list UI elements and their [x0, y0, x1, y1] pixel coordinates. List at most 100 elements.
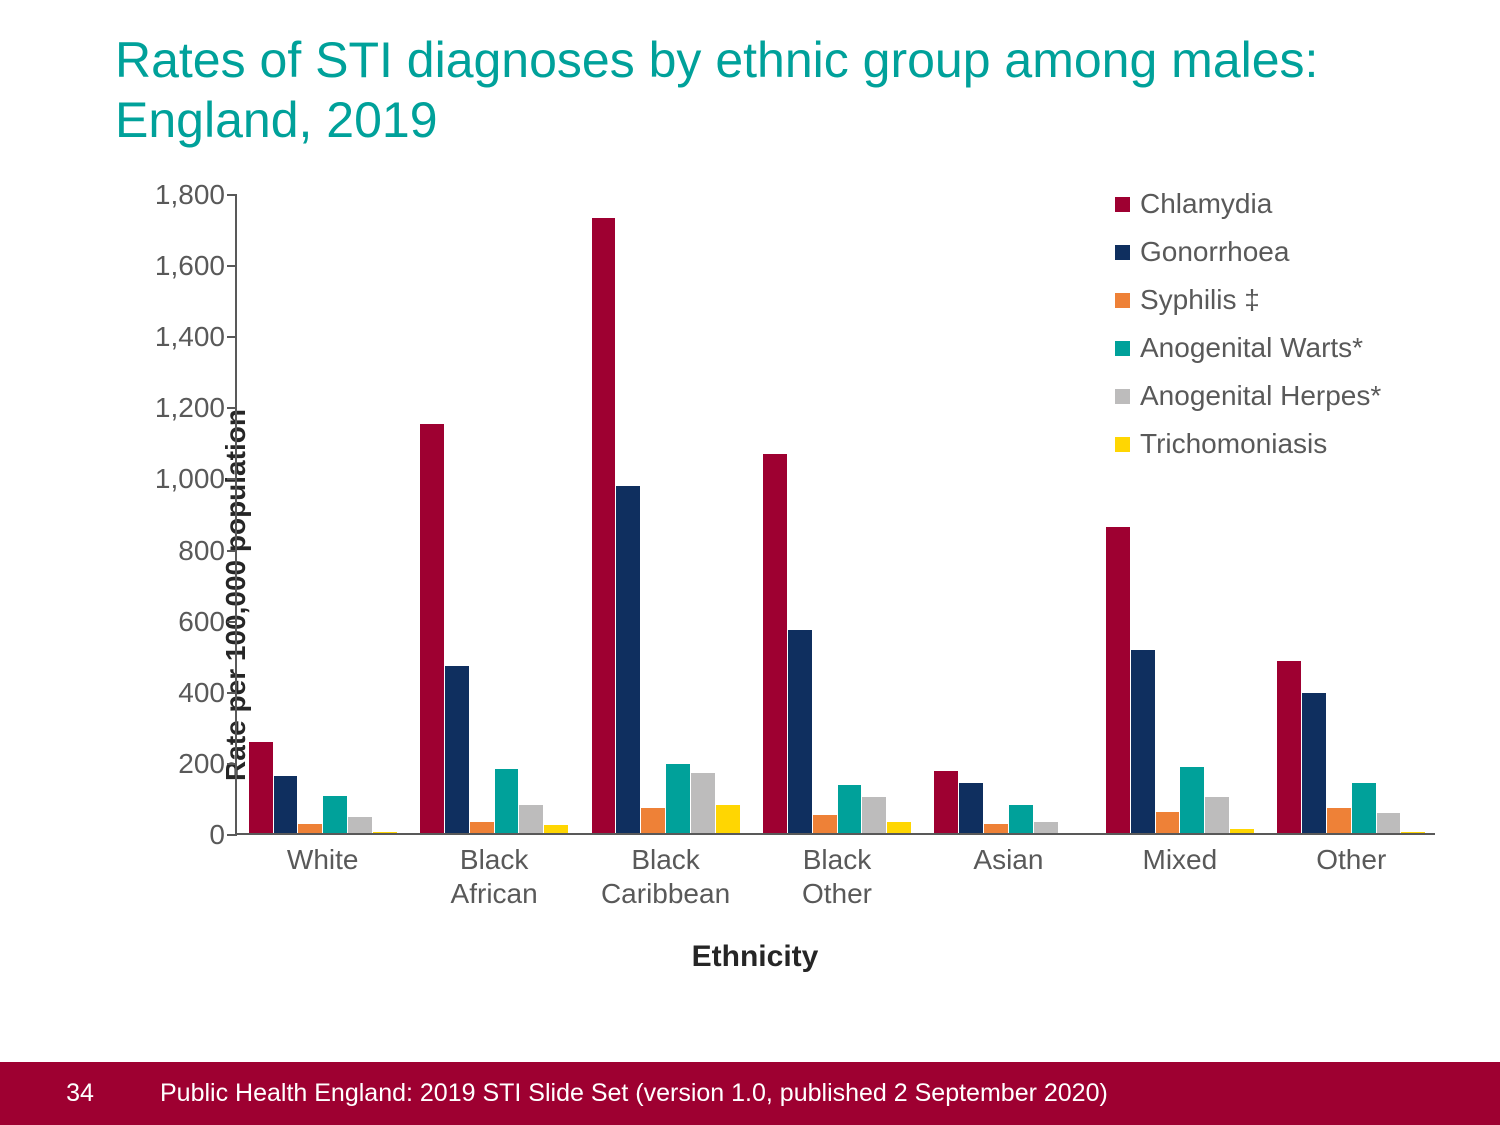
- bar: [519, 805, 543, 833]
- bar: [249, 742, 273, 833]
- bar: [544, 825, 568, 833]
- bar: [1352, 783, 1376, 833]
- bar: [1377, 813, 1401, 833]
- page-number: 34: [0, 1079, 160, 1108]
- bar: [1009, 805, 1033, 833]
- bar: [495, 769, 519, 833]
- y-tick-mark: [227, 336, 237, 338]
- x-tick-label: Black African: [408, 843, 579, 910]
- bar-group: [591, 218, 740, 833]
- bar-group: [1105, 527, 1254, 833]
- legend-swatch: [1115, 389, 1130, 404]
- legend-swatch: [1115, 245, 1130, 260]
- bar: [887, 822, 911, 833]
- bar-group: [1277, 661, 1426, 833]
- y-tick-mark: [227, 692, 237, 694]
- y-tick-mark: [227, 550, 237, 552]
- y-tick-mark: [227, 407, 237, 409]
- bar: [1156, 812, 1180, 833]
- y-tick-label: 200: [125, 748, 225, 780]
- y-tick-label: 600: [125, 606, 225, 638]
- y-tick-mark: [227, 478, 237, 480]
- legend-item: Trichomoniasis: [1115, 428, 1435, 460]
- bar: [373, 832, 397, 833]
- y-tick-mark: [227, 621, 237, 623]
- y-tick-label: 1,400: [125, 321, 225, 353]
- legend-swatch: [1115, 293, 1130, 308]
- bar: [323, 796, 347, 833]
- bar: [1327, 808, 1351, 833]
- x-tick-label: Asian: [923, 843, 1094, 877]
- y-tick-label: 1,600: [125, 250, 225, 282]
- bar: [813, 815, 837, 833]
- bar: [1230, 829, 1254, 833]
- bar: [274, 776, 298, 833]
- y-tick-mark: [227, 834, 237, 836]
- chart: Rate per 100,000 population 020040060080…: [60, 195, 1450, 995]
- legend-item: Anogenital Herpes*: [1115, 380, 1435, 412]
- bar: [788, 630, 812, 833]
- y-tick-label: 1,200: [125, 392, 225, 424]
- bar: [763, 454, 787, 833]
- bar: [1180, 767, 1204, 833]
- bar: [470, 822, 494, 833]
- bar: [838, 785, 862, 833]
- bar-group: [248, 742, 397, 833]
- legend-label: Anogenital Warts*: [1140, 332, 1363, 364]
- x-tick-label: Mixed: [1094, 843, 1265, 877]
- y-tick-label: 0: [125, 819, 225, 851]
- legend-item: Gonorrhoea: [1115, 236, 1435, 268]
- bar-group: [763, 454, 912, 833]
- y-tick-label: 1,800: [125, 179, 225, 211]
- bar: [1131, 650, 1155, 833]
- legend: Chlamydia Gonorrhoea Syphilis ‡ Anogenital …: [1115, 188, 1435, 476]
- y-tick-label: 800: [125, 535, 225, 567]
- x-tick-label: Black Caribbean: [580, 843, 751, 910]
- x-tick-label: White: [237, 843, 408, 877]
- bar: [592, 218, 616, 833]
- footer-bar: 34 Public Health England: 2019 STI Slide…: [0, 1062, 1500, 1125]
- legend-swatch: [1115, 197, 1130, 212]
- bar: [298, 824, 322, 833]
- bar: [616, 486, 640, 833]
- slide: Rates of STI diagnoses by ethnic group a…: [0, 0, 1500, 1125]
- bar: [1302, 693, 1326, 833]
- bar-group: [934, 771, 1083, 833]
- y-tick-mark: [227, 763, 237, 765]
- bar: [984, 824, 1008, 833]
- bar: [1205, 797, 1229, 833]
- legend-label: Chlamydia: [1140, 188, 1272, 220]
- legend-item: Syphilis ‡: [1115, 284, 1435, 316]
- x-tick-label: Black Other: [751, 843, 922, 910]
- legend-label: Trichomoniasis: [1140, 428, 1327, 460]
- bar-group: [420, 424, 569, 833]
- legend-swatch: [1115, 437, 1130, 452]
- y-axis-ticks: 02004006008001,0001,2001,4001,6001,800: [115, 195, 225, 835]
- bar: [862, 797, 886, 833]
- bar: [445, 666, 469, 833]
- legend-swatch: [1115, 341, 1130, 356]
- legend-item: Chlamydia: [1115, 188, 1435, 220]
- legend-item: Anogenital Warts*: [1115, 332, 1435, 364]
- y-tick-label: 1,000: [125, 463, 225, 495]
- slide-title: Rates of STI diagnoses by ethnic group a…: [115, 30, 1365, 150]
- x-axis-label: Ethnicity: [692, 940, 819, 974]
- legend-label: Anogenital Herpes*: [1140, 380, 1381, 412]
- bar: [1034, 822, 1058, 833]
- y-tick-mark: [227, 194, 237, 196]
- bar: [420, 424, 444, 833]
- bar: [691, 773, 715, 833]
- y-tick-label: 400: [125, 677, 225, 709]
- bar: [666, 764, 690, 833]
- y-tick-mark: [227, 265, 237, 267]
- x-tick-label: Other: [1266, 843, 1437, 877]
- bar: [1401, 832, 1425, 833]
- bar: [959, 783, 983, 833]
- bar: [641, 808, 665, 833]
- bar: [348, 817, 372, 833]
- bar: [1277, 661, 1301, 833]
- footer-text: Public Health England: 2019 STI Slide Se…: [160, 1079, 1108, 1108]
- bar: [1106, 527, 1130, 833]
- legend-label: Syphilis ‡: [1140, 284, 1260, 316]
- bar: [716, 805, 740, 833]
